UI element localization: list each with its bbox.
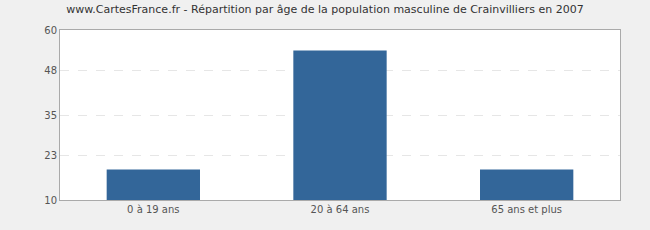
svg-text:60: 60: [44, 25, 57, 36]
svg-text:10: 10: [44, 195, 57, 206]
svg-text:65 ans et plus: 65 ans et plus: [491, 204, 562, 215]
svg-text:www.CartesFrance.fr - Répartit: www.CartesFrance.fr - Répartition par âg…: [66, 3, 583, 16]
svg-text:48: 48: [44, 65, 57, 76]
svg-text:23: 23: [44, 150, 57, 161]
svg-text:20 à 64 ans: 20 à 64 ans: [311, 204, 370, 215]
svg-text:0 à 19 ans: 0 à 19 ans: [127, 204, 179, 215]
svg-text:35: 35: [44, 110, 57, 121]
